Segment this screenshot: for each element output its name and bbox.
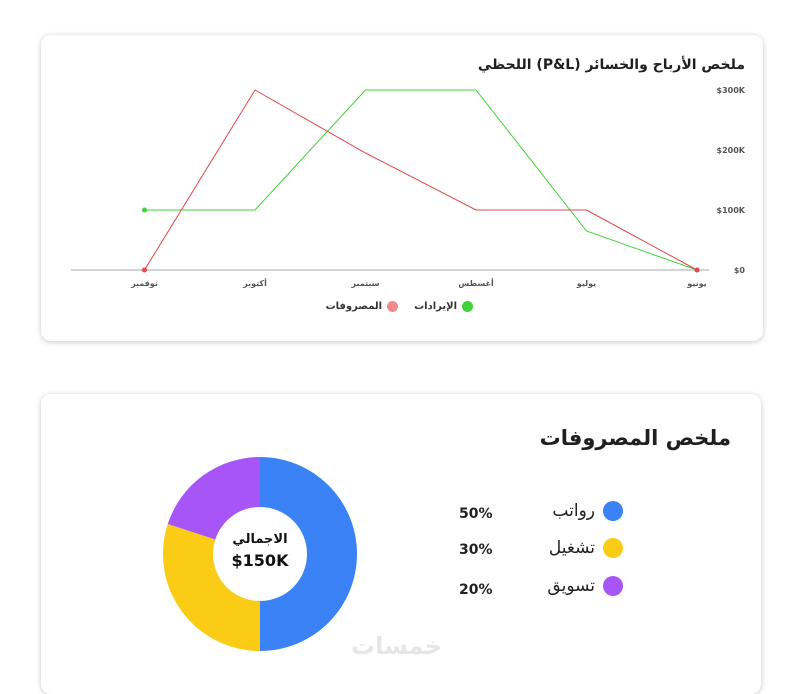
donut-slice-2 xyxy=(167,457,260,540)
expense-item-salaries: رواتب xyxy=(552,501,623,521)
series-point-1 xyxy=(142,267,147,273)
operations-color-dot xyxy=(603,538,623,558)
series-point-1 xyxy=(694,267,700,273)
y-tick-label: $100K xyxy=(717,206,746,215)
expenses-legend-dot xyxy=(387,301,399,312)
legend-item-expenses[interactable]: المصروفات xyxy=(326,301,399,312)
y-tick-label: $200K xyxy=(717,146,746,155)
donut-slice-0 xyxy=(260,457,357,651)
pl-chart-title: ملخص الأرباح والخسائر (P&L) اللحظي xyxy=(477,57,745,73)
x-tick-label: أغسطس xyxy=(458,278,494,289)
series-line-0 xyxy=(144,89,698,271)
expense-label-marketing: تسويق xyxy=(547,576,595,596)
legend-label-expenses: المصروفات xyxy=(325,301,383,312)
x-tick-label: أكتوبر xyxy=(242,278,267,288)
expense-label-salaries: رواتب xyxy=(552,501,595,521)
x-tick-label: سبتمبر xyxy=(350,279,379,288)
total-value: $150K xyxy=(231,551,289,570)
expense-percent-salaries: 50% xyxy=(459,506,493,522)
x-tick-label: يوليو xyxy=(576,279,596,288)
expense-label-operations: تشغيل xyxy=(548,538,595,558)
watermark-logo: خمسات xyxy=(351,632,442,660)
salaries-color-dot xyxy=(603,501,623,521)
legend-item-revenue[interactable]: الإيرادات xyxy=(414,301,473,312)
pl-legend: الإيرادات المصروفات xyxy=(326,301,473,312)
x-tick-label: نوفمبر xyxy=(130,279,158,288)
revenue-legend-dot xyxy=(462,301,473,312)
total-label: الاجمالي xyxy=(232,532,288,547)
x-tick-label: يونيو xyxy=(686,279,706,288)
pl-line-chart: $0 $100K $200K $300K يونيو يوليو أغسطس سبتمبر أك… xyxy=(71,86,746,289)
expenses-donut-chart xyxy=(163,457,357,651)
expense-item-operations: تشغيل xyxy=(549,538,623,558)
expenses-summary-card: ملخص المصروفات رواتب 50% تشغيل 30% تسويق… xyxy=(41,394,761,694)
series-point-0 xyxy=(142,207,147,213)
expense-item-marketing: تسويق xyxy=(547,576,623,596)
legend-label-revenue: الإيرادات xyxy=(414,301,457,312)
y-tick-label: $300K xyxy=(717,86,746,95)
donut-center-total: الاجمالي $150K xyxy=(200,532,320,570)
expenses-title: ملخص المصروفات xyxy=(539,426,731,450)
marketing-color-dot xyxy=(603,576,623,596)
donut-slice-1 xyxy=(163,524,260,651)
pl-summary-card: ملخص الأرباح والخسائر (P&L) اللحظي $0 $10… xyxy=(41,35,763,341)
expense-percent-marketing: 20% xyxy=(459,582,493,598)
y-tick-label: $0 xyxy=(734,266,746,275)
expense-percent-operations: 30% xyxy=(459,542,493,558)
series-line-1 xyxy=(144,89,698,271)
